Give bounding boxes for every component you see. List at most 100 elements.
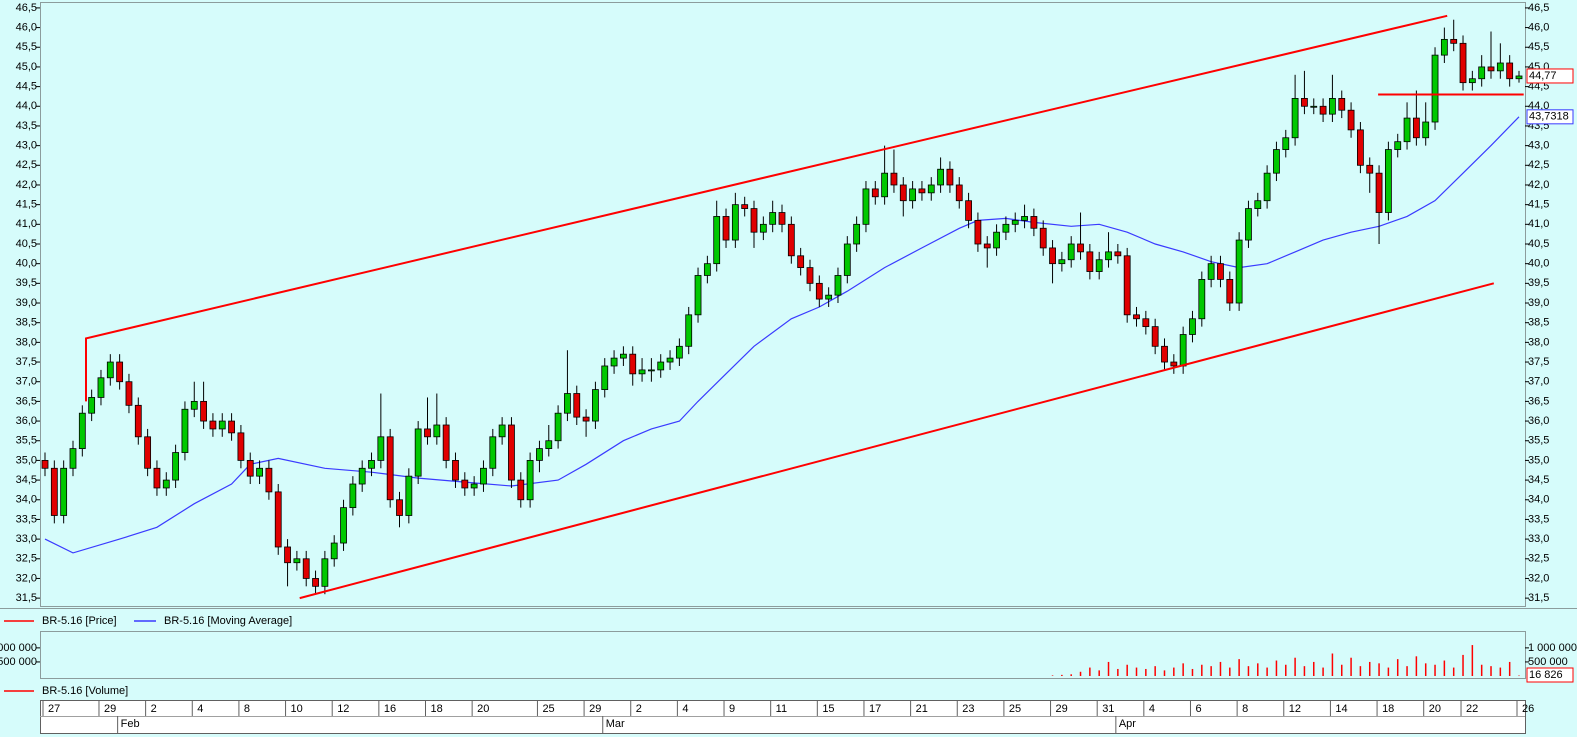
candle-body <box>414 428 422 477</box>
volume-bar <box>1359 666 1362 676</box>
candle-body <box>321 558 329 587</box>
volume-bar <box>1350 657 1352 676</box>
volume-bar <box>1424 663 1427 676</box>
candle-body <box>1151 326 1159 347</box>
candle-body <box>237 432 245 461</box>
candle-body <box>228 420 235 434</box>
candle-body <box>647 369 655 372</box>
candle-body <box>480 467 487 485</box>
y-tick-label: 42,5 <box>1528 159 1549 171</box>
y-tick-label: 36,0 <box>1528 415 1549 427</box>
candle-body <box>144 436 152 469</box>
volume-bar <box>1079 671 1082 676</box>
candle-body <box>50 467 58 516</box>
y-tick-label: 42,5 <box>16 159 37 171</box>
y-tick-label: 38,5 <box>16 317 37 329</box>
volume-bar <box>1490 666 1492 676</box>
candle-body <box>1487 66 1495 72</box>
candle-body <box>946 168 954 186</box>
candle-body <box>797 255 805 269</box>
y-tick-label: 39,5 <box>1528 277 1549 289</box>
y-tick-label: 31,5 <box>16 592 37 604</box>
volume-bar <box>1173 667 1175 676</box>
candle-body <box>1291 98 1299 139</box>
x-tick-label: 22 <box>1466 703 1478 715</box>
last-volume-box <box>1526 667 1574 683</box>
candle-body <box>927 184 935 194</box>
volume-bar <box>1480 664 1483 676</box>
y-tick-label: 38,0 <box>1528 336 1549 348</box>
volume-bar <box>1434 664 1436 676</box>
volume-bar <box>1462 654 1464 676</box>
x-tick-label: 2 <box>636 703 642 715</box>
candle-body <box>396 499 403 516</box>
last-volume-label: 16 826 <box>1529 669 1563 681</box>
y-tick-label: 37,0 <box>16 376 37 388</box>
y-tick-label: 45,5 <box>16 41 37 53</box>
volume-tick-label: 1 000 000 <box>0 642 37 654</box>
x-tick-label: 4 <box>197 703 203 715</box>
candle-body <box>825 294 833 300</box>
y-tick-label: 43,0 <box>1528 140 1549 152</box>
candle-body <box>284 546 291 564</box>
candle-body <box>1357 129 1364 166</box>
y-tick-label: 44,5 <box>16 81 37 93</box>
candle-body <box>1011 219 1019 225</box>
candle-body <box>312 578 319 587</box>
volume-bar <box>1201 664 1203 676</box>
candle-body <box>1170 361 1178 367</box>
candle-body <box>685 314 693 347</box>
candle-body <box>41 460 49 469</box>
candle-body <box>592 389 599 422</box>
candle-body <box>1235 239 1243 304</box>
y-tick-label: 34,0 <box>1528 494 1549 506</box>
volume-bar <box>1415 656 1418 676</box>
candle-body <box>629 353 637 375</box>
price-panel <box>40 2 1526 607</box>
candle-body <box>573 393 581 418</box>
candle-body <box>60 467 68 516</box>
y-tick-label: 32,0 <box>16 572 37 584</box>
x-tick-label: 31 <box>1102 703 1114 715</box>
candle-body <box>666 357 674 363</box>
candle-body <box>1179 334 1187 367</box>
x-tick-label: 29 <box>104 703 116 715</box>
y-tick-label: 34,0 <box>16 494 37 506</box>
x-tick-label: 4 <box>682 703 688 715</box>
volume-bar <box>1098 670 1100 676</box>
y-tick-label: 32,5 <box>1528 553 1549 565</box>
candle-body <box>1515 75 1523 80</box>
candle-body <box>330 542 338 560</box>
volume-bar <box>1396 659 1399 676</box>
candle-body <box>97 377 105 398</box>
candle-body <box>1506 62 1514 80</box>
candle-body <box>517 479 525 501</box>
candle-body <box>918 188 926 194</box>
candle-body <box>843 243 851 276</box>
candle-body <box>1440 38 1448 56</box>
volume-bar <box>1303 666 1306 676</box>
y-tick-label: 35,0 <box>16 454 37 466</box>
candle-body <box>536 448 543 461</box>
y-tick-label: 41,5 <box>1528 199 1549 211</box>
candle-body <box>1431 54 1439 123</box>
candle-body <box>741 204 749 209</box>
y-tick-label: 43,0 <box>16 140 37 152</box>
trend-line <box>85 14 1448 402</box>
y-tick-label: 40,0 <box>1528 258 1549 270</box>
candle-body <box>1133 314 1140 320</box>
volume-bar <box>1061 674 1063 676</box>
volume-bar <box>1322 667 1324 676</box>
candle-body <box>433 424 441 438</box>
candle-body <box>1496 62 1504 72</box>
candle-body <box>787 223 795 257</box>
candle-body <box>424 428 431 438</box>
candle-body <box>1142 318 1150 328</box>
last-ma-label: 43,7318 <box>1529 111 1569 123</box>
x-tick-label: 4 <box>1149 703 1155 715</box>
y-tick-label: 43,5 <box>16 120 37 132</box>
y-tick-label: 38,5 <box>1528 317 1549 329</box>
y-tick-label: 40,5 <box>16 238 37 250</box>
last-price-label: 44,77 <box>1529 70 1557 82</box>
